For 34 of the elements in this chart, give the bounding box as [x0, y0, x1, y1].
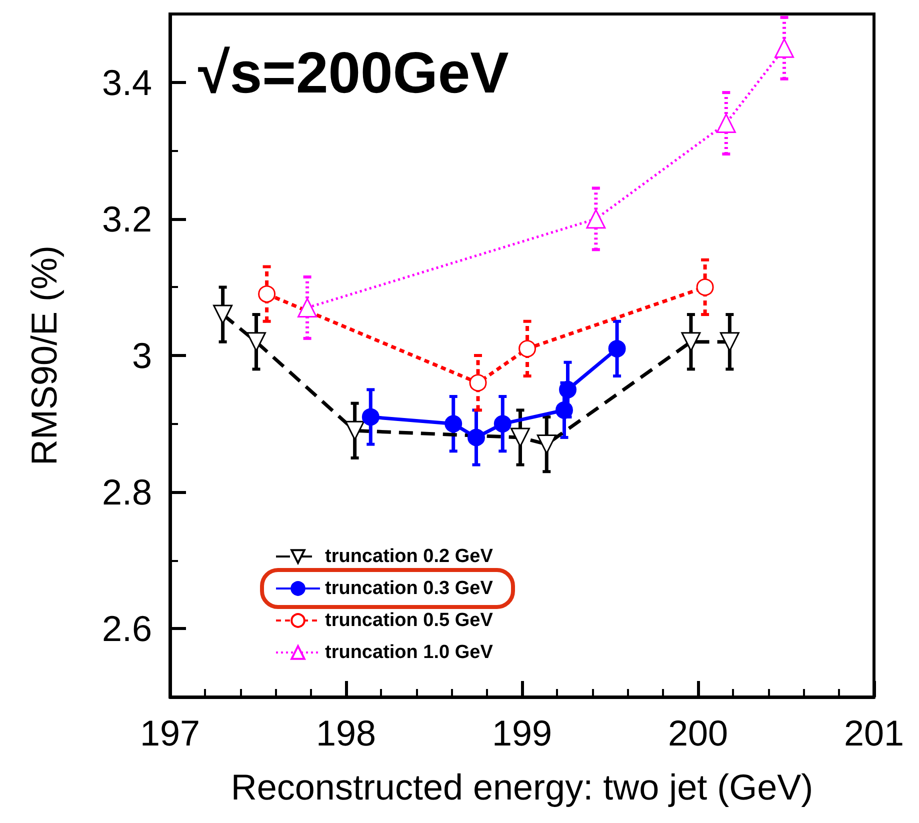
y-tick-label: 3.4: [102, 62, 152, 103]
point: [556, 401, 573, 419]
point: [716, 114, 736, 134]
point: [362, 408, 380, 426]
legend-label: truncation 0.5 GeV: [325, 610, 494, 631]
y-tick-label: 2.8: [102, 472, 152, 513]
x-tick-label: 201: [844, 712, 904, 754]
point: [696, 278, 714, 296]
x-tick-label: 200: [668, 712, 728, 754]
annotation: √s=200GeV: [198, 40, 510, 106]
x-tick-label: 197: [140, 712, 200, 754]
point: [586, 209, 606, 229]
point: [298, 298, 318, 318]
y-tick-label: 2.6: [102, 608, 152, 650]
legend-label: truncation 0.3 GeV: [325, 578, 494, 599]
point: [213, 304, 233, 324]
point: [469, 374, 487, 392]
point: [258, 285, 276, 303]
y-axis-title: RMS90/E (%): [24, 245, 64, 466]
y-tick-label: 3.2: [102, 198, 152, 240]
point: [608, 340, 626, 358]
point: [559, 380, 577, 398]
legend-label: truncation 0.2 GeV: [325, 546, 494, 567]
legend-label: truncation 1.0 GeV: [325, 642, 494, 663]
point: [774, 38, 794, 58]
x-axis-title: Reconstructed energy: two jet (GeV): [230, 766, 814, 808]
point: [444, 415, 462, 433]
point: [518, 340, 536, 358]
point: [494, 415, 512, 433]
y-tick-label: 3: [132, 335, 152, 376]
point: [345, 420, 365, 440]
point: [468, 428, 485, 446]
x-tick-label: 198: [316, 712, 376, 754]
x-tick-label: 199: [492, 712, 552, 754]
